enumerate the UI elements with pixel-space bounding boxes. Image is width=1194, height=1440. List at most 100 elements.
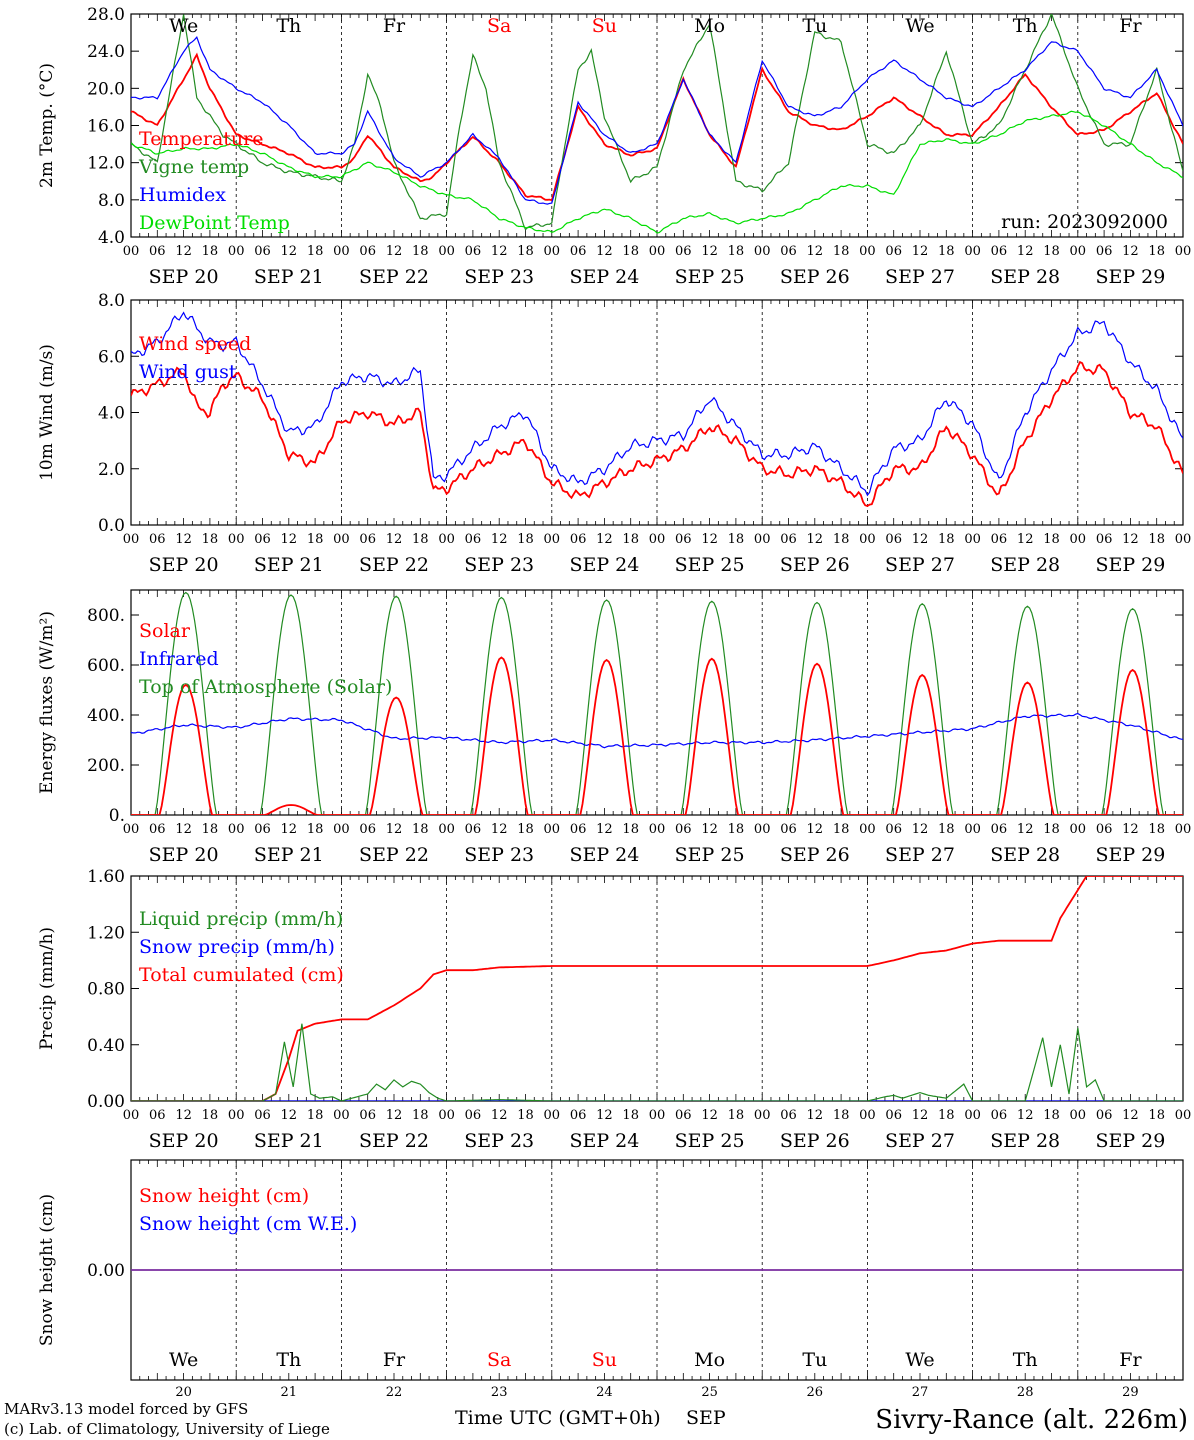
- date-label: SEP 26: [780, 554, 850, 576]
- series-line-vigne-temp: [131, 14, 1183, 231]
- y-tick-label: 0.80: [87, 980, 125, 1000]
- hour-tick-label: 18: [833, 822, 850, 837]
- station-name: Sivry-Rance (alt. 226m): [875, 1405, 1188, 1435]
- date-label: SEP 28: [990, 844, 1060, 866]
- hour-tick-label: 18: [833, 1108, 850, 1123]
- data-layer: [131, 876, 1183, 1101]
- hour-tick-label: 12: [807, 1108, 824, 1123]
- hour-tick-label: 00: [438, 532, 455, 547]
- date-label: SEP 22: [359, 266, 429, 288]
- hour-tick-label: 18: [1043, 532, 1060, 547]
- footer: MARv3.13 model forced by GFS (c) Lab. of…: [4, 1400, 1188, 1438]
- day-number: 24: [596, 1385, 613, 1400]
- date-label: SEP 24: [569, 554, 639, 576]
- hour-tick-label: 12: [175, 822, 192, 837]
- day-number: 29: [1122, 1385, 1139, 1400]
- weekday-label: Th: [276, 15, 301, 37]
- hour-tick-label: 12: [596, 244, 613, 259]
- hour-tick-label: 12: [281, 822, 298, 837]
- date-label: SEP 29: [1095, 266, 1165, 288]
- hour-tick-label: 18: [1148, 1108, 1165, 1123]
- hour-tick-label: 00: [1070, 822, 1087, 837]
- hour-tick-label: 12: [175, 244, 192, 259]
- hour-tick-label: 00: [649, 1108, 666, 1123]
- hour-tick-label: 18: [202, 822, 219, 837]
- date-label: SEP 22: [359, 554, 429, 576]
- hour-tick-label: 18: [622, 822, 639, 837]
- run-annotation: run: 2023092000: [1001, 211, 1168, 233]
- panel-3: 0. 200. 400. 600. 800. Energy fluxes (W/m²) 00…: [37, 589, 1191, 866]
- y-tick-label: 4.0: [98, 228, 125, 248]
- y-tick-label: 24.0: [87, 42, 125, 62]
- date-label: SEP 28: [990, 554, 1060, 576]
- hour-tick-label: 18: [517, 1108, 534, 1123]
- legend-entry: Wind gust: [139, 361, 237, 383]
- hour-tick-label: 06: [885, 532, 902, 547]
- hour-tick-label: 18: [307, 822, 324, 837]
- weekday-label: Fr: [383, 15, 406, 37]
- hour-tick-label: 12: [281, 532, 298, 547]
- hour-tick-label: 00: [123, 1108, 140, 1123]
- hour-tick-label: 00: [438, 244, 455, 259]
- hour-tick-label: 12: [1017, 822, 1034, 837]
- date-label: SEP 22: [359, 844, 429, 866]
- y-tick-label: 4.0: [98, 404, 125, 424]
- model-credit: MARv3.13 model forced by GFS: [4, 1400, 248, 1418]
- y-axis-title: Energy fluxes (W/m²): [37, 611, 57, 794]
- hour-tick-label: 18: [728, 822, 745, 837]
- weekday-label: Sa: [487, 15, 511, 37]
- hour-tick-label: 06: [991, 244, 1008, 259]
- hour-tick-label: 06: [149, 532, 166, 547]
- series-line-top-of-atmosphere-solar-: [131, 591, 1183, 815]
- hour-tick-label: 00: [649, 822, 666, 837]
- legend-entry: Infrared: [139, 648, 219, 670]
- hour-tick-label: 06: [1096, 244, 1113, 259]
- y-tick-label: 0.00: [87, 1092, 125, 1112]
- date-label: SEP 21: [254, 554, 324, 576]
- hour-tick-label: 00: [333, 1108, 350, 1123]
- weekday-label: Mo: [694, 15, 725, 37]
- hour-tick-label: 12: [491, 244, 508, 259]
- y-tick-label: 2.0: [98, 460, 125, 480]
- hour-tick-label: 18: [728, 1108, 745, 1123]
- hour-tick-label: 06: [254, 1108, 271, 1123]
- hour-tick-label: 06: [885, 244, 902, 259]
- series-line-total-cumulated-cm-: [131, 876, 1183, 1101]
- hour-tick-label: 12: [175, 1108, 192, 1123]
- hour-tick-label: 12: [175, 532, 192, 547]
- hour-tick-label: 06: [570, 1108, 587, 1123]
- date-label: SEP 21: [254, 1130, 324, 1152]
- hour-tick-label: 12: [807, 822, 824, 837]
- date-label: SEP 23: [464, 1130, 534, 1152]
- hour-tick-label: 18: [1148, 822, 1165, 837]
- day-number: 25: [701, 1385, 718, 1400]
- hour-tick-label: 06: [885, 822, 902, 837]
- hour-tick-label: 18: [833, 532, 850, 547]
- hour-tick-label: 12: [596, 532, 613, 547]
- hour-tick-label: 12: [386, 822, 403, 837]
- hour-tick-label: 18: [1043, 822, 1060, 837]
- date-label: SEP 27: [885, 844, 955, 866]
- hour-tick-label: 18: [307, 532, 324, 547]
- hour-tick-label: 18: [202, 244, 219, 259]
- hour-tick-label: 06: [675, 822, 692, 837]
- hour-tick-label: 18: [307, 1108, 324, 1123]
- y-tick-label: 800.: [87, 606, 125, 626]
- hour-tick-label: 18: [728, 244, 745, 259]
- weekday-label: Su: [592, 15, 617, 37]
- y-tick-label: 1.60: [87, 867, 125, 887]
- hour-tick-label: 06: [149, 1108, 166, 1123]
- y-tick-label: 16.0: [87, 117, 125, 137]
- series-line-humidex: [131, 36, 1183, 205]
- hour-tick-label: 18: [1043, 244, 1060, 259]
- date-label: SEP 29: [1095, 554, 1165, 576]
- hour-tick-label: 12: [491, 822, 508, 837]
- plot-frame: [130, 299, 1184, 526]
- date-label: SEP 26: [780, 1130, 850, 1152]
- hour-tick-label: 12: [701, 1108, 718, 1123]
- hour-tick-label: 06: [359, 822, 376, 837]
- y-axis-title: 10m Wind (m/s): [37, 344, 57, 481]
- y-tick-label: 6.0: [98, 347, 125, 367]
- hour-tick-label: 12: [386, 532, 403, 547]
